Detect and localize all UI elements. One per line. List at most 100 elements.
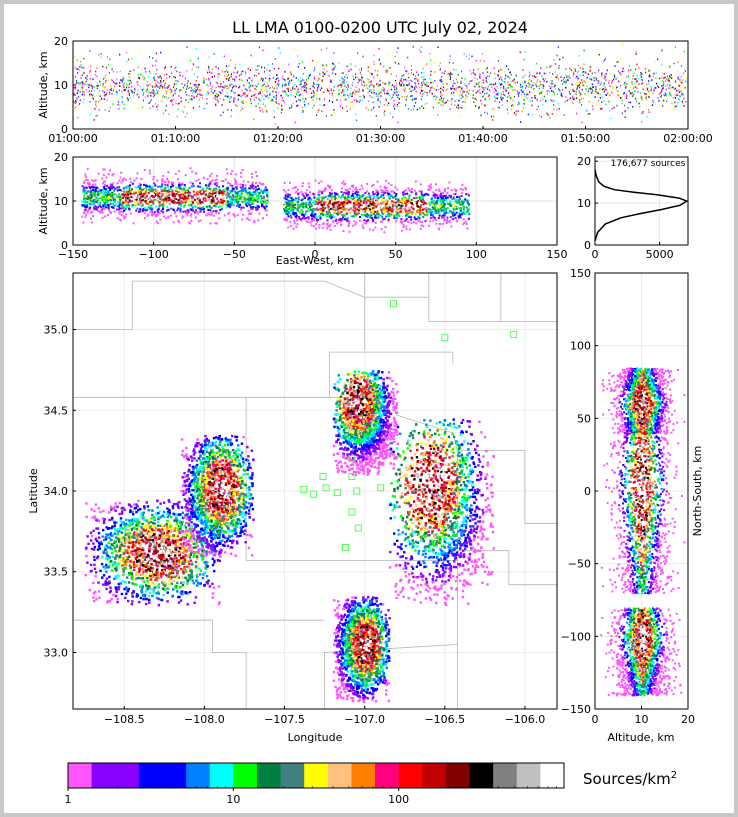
time-height-source (116, 93, 118, 95)
time-height-source (416, 108, 418, 111)
ew-source (177, 221, 180, 224)
ew-source (226, 194, 229, 197)
ew-source (198, 201, 201, 204)
ew-source (128, 201, 131, 204)
time-height-source (273, 116, 275, 119)
ew-source (137, 194, 139, 197)
ew-source (151, 187, 154, 190)
ew-source (261, 203, 264, 206)
time-height-source (514, 82, 517, 84)
time-height-source (301, 106, 303, 108)
time-height-source (433, 95, 435, 98)
time-height-source (438, 65, 440, 67)
time-height-source (328, 75, 330, 77)
time-height-source (531, 97, 533, 99)
time-height-source (144, 67, 146, 70)
time-height-source (447, 75, 449, 78)
ew-source (210, 180, 213, 183)
time-height-source (109, 107, 111, 109)
ew-source (107, 207, 110, 210)
time-height-source (313, 70, 315, 72)
ew-source (406, 192, 409, 195)
ew-source (170, 214, 172, 217)
time-height-source (202, 92, 204, 95)
time-height-source (672, 86, 674, 89)
time-height-source (251, 84, 253, 87)
time-height-source (538, 114, 540, 117)
ew-source (148, 187, 151, 190)
time-height-source (160, 80, 162, 82)
ew-source (231, 190, 234, 193)
time-height-source (599, 88, 602, 90)
time-height-source (509, 71, 511, 73)
time-height-source (410, 85, 412, 87)
ew-source (164, 186, 167, 189)
ew-source (247, 195, 250, 198)
ew-source (122, 207, 125, 210)
ew-source (199, 210, 202, 213)
time-height-source (207, 71, 209, 74)
ew-source (449, 216, 452, 219)
time-height-source (109, 58, 111, 61)
time-height-source (168, 84, 170, 87)
ew-source (307, 203, 310, 206)
time-height-source (355, 65, 357, 67)
time-height-source (332, 89, 334, 91)
time-height-source (294, 83, 296, 86)
ew-source (216, 195, 218, 198)
time-height-source (645, 97, 647, 99)
ew-source (118, 218, 121, 221)
ew-source (257, 192, 260, 194)
ew-source (419, 183, 422, 186)
ew-source (262, 217, 264, 220)
time-height-source (349, 101, 351, 103)
time-height-source (241, 101, 243, 103)
ew-source (182, 194, 185, 197)
time-height-source (477, 90, 479, 93)
time-height-source (110, 87, 113, 90)
ew-source (169, 192, 172, 195)
time-height-source (75, 100, 77, 102)
time-height-source (579, 101, 581, 104)
time-height-source (499, 84, 502, 86)
ew-source (94, 186, 97, 189)
time-height-source (542, 87, 544, 89)
time-height-source (556, 76, 558, 79)
ew-source (86, 205, 89, 208)
ew-source (205, 184, 207, 187)
time-height-source (333, 85, 335, 88)
time-height-source (81, 93, 83, 96)
ew-source (156, 209, 159, 212)
time-height-source (152, 89, 154, 91)
ew-source (83, 194, 86, 197)
time-height-source (521, 85, 523, 88)
time-height-source (648, 90, 650, 93)
ew-source (287, 209, 289, 212)
time-height-source (511, 104, 513, 107)
ew-source (437, 216, 440, 219)
ew-source (198, 196, 201, 199)
time-height-source (95, 70, 97, 73)
time-height-source (420, 46, 422, 48)
ew-source (293, 222, 296, 225)
time-height-source (230, 59, 232, 62)
time-height-source (595, 90, 597, 92)
ew-source (123, 190, 126, 193)
time-height-source (401, 95, 403, 98)
ew-source (246, 205, 249, 208)
time-height-source (513, 78, 515, 81)
ew-source (167, 190, 170, 193)
time-height-source (412, 89, 414, 92)
time-height-source (197, 66, 199, 69)
time-height-source (250, 102, 252, 105)
ew-source (353, 210, 356, 212)
time-height-source (421, 86, 423, 89)
time-height-source (555, 76, 557, 79)
ew-source (116, 182, 119, 185)
ew-source (393, 191, 396, 194)
time-height-source (398, 63, 400, 65)
time-height-source (429, 77, 431, 80)
time-height-source (93, 119, 95, 121)
ew-source (415, 222, 418, 225)
ew-source (108, 196, 111, 199)
